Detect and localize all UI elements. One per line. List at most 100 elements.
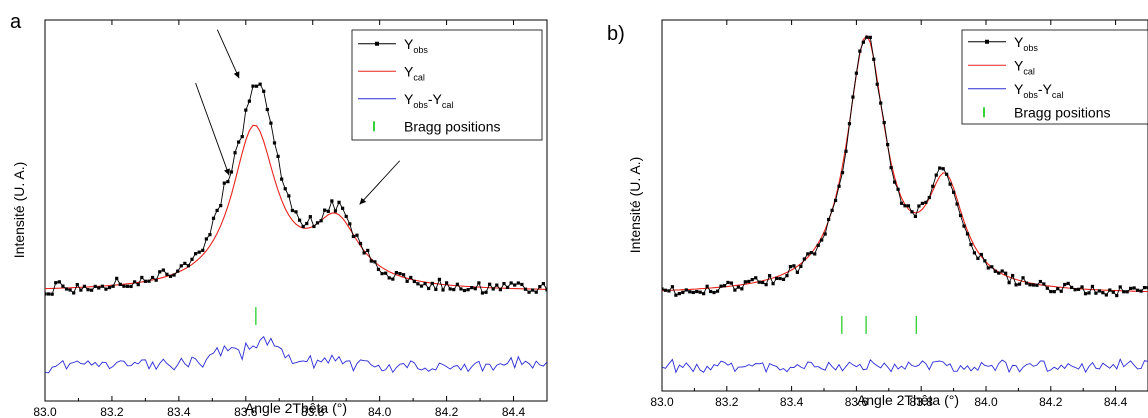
observed-point	[733, 288, 737, 292]
observed-point	[305, 221, 309, 226]
observed-point	[502, 281, 506, 286]
observed-point	[509, 281, 513, 285]
observed-point	[262, 89, 266, 93]
observed-point	[373, 260, 377, 264]
observed-point	[958, 213, 963, 218]
observed-point	[358, 241, 363, 246]
observed-point	[401, 273, 406, 277]
observed-point	[72, 291, 76, 295]
observed-point	[93, 284, 97, 288]
observed-point	[244, 108, 248, 112]
observed-point	[1097, 289, 1101, 293]
observed-point	[1042, 282, 1046, 286]
observed-point	[534, 290, 538, 294]
observed-point	[858, 49, 862, 53]
observed-point	[82, 284, 87, 288]
observed-point	[430, 281, 434, 286]
observed-point	[86, 288, 90, 292]
observed-point	[100, 284, 104, 288]
legend-entry-label: Ycal	[404, 63, 425, 82]
plot-frame	[661, 19, 1148, 392]
observed-point	[351, 234, 355, 239]
observed-point	[222, 181, 226, 185]
observed-point	[722, 284, 727, 288]
observed-point	[913, 214, 918, 219]
observed-point	[362, 251, 366, 255]
observed-point	[1004, 271, 1008, 275]
panel-b: b) 83.0 83.2 83.4 83.6 83.8 84.0 84.2 84.4 Angle …	[607, 19, 1148, 409]
observed-point	[297, 218, 302, 222]
observed-point	[68, 288, 72, 292]
observed-point	[150, 275, 155, 280]
observed-point	[865, 35, 869, 39]
plot-area	[45, 82, 547, 374]
observed-point	[948, 182, 952, 186]
observed-point	[122, 284, 126, 288]
observed-point	[136, 283, 140, 287]
observed-point	[90, 288, 94, 292]
observed-point	[927, 195, 931, 200]
observed-point	[287, 194, 291, 198]
observed-point	[768, 274, 772, 278]
x-tick-label: 83.8	[910, 395, 934, 409]
observed-point	[743, 280, 747, 284]
observed-point	[840, 171, 845, 175]
observed-point	[879, 101, 883, 105]
observed-point	[788, 265, 793, 269]
observed-point	[1087, 291, 1091, 295]
observed-point	[516, 281, 520, 285]
observed-point	[57, 280, 61, 284]
observed-point	[1000, 269, 1004, 273]
panel-label: b)	[607, 23, 625, 45]
observed-point	[1038, 279, 1042, 284]
legend: Yobs Ycal Yobs-Ycal Bragg positions	[961, 29, 1148, 125]
observed-point	[847, 122, 852, 126]
observed-point	[990, 265, 994, 269]
observed-point	[434, 287, 438, 292]
observed-point	[186, 264, 191, 268]
annotation-arrow	[216, 29, 240, 79]
observed-point	[677, 292, 681, 296]
observed-point	[229, 170, 234, 174]
observed-point	[54, 281, 58, 285]
observed-point	[254, 84, 259, 88]
observed-point	[319, 219, 323, 223]
observed-point	[441, 288, 445, 292]
observed-point	[674, 293, 678, 297]
observed-point	[830, 208, 834, 212]
observed-point	[1028, 283, 1032, 287]
observed-point	[290, 208, 295, 213]
observed-point	[861, 40, 865, 44]
plot-frame	[44, 19, 548, 402]
observed-point	[785, 274, 789, 278]
observed-point	[1073, 288, 1077, 292]
observed-point	[129, 284, 133, 289]
observed-point	[1125, 290, 1129, 294]
observed-point	[201, 248, 205, 252]
observed-point	[924, 200, 928, 205]
observed-point	[761, 280, 765, 285]
observed-point	[158, 270, 162, 274]
observed-point	[387, 276, 391, 280]
legend-entry-label: Yobs	[1014, 34, 1038, 53]
observed-point	[979, 252, 983, 257]
observed-point	[459, 287, 463, 291]
observed-point	[398, 271, 402, 276]
observed-point	[484, 290, 488, 294]
observed-point	[427, 286, 431, 291]
observed-point	[740, 287, 744, 291]
observed-point	[1094, 291, 1098, 295]
observed-point	[945, 172, 949, 176]
observed-point	[952, 190, 956, 194]
observed-point	[1135, 288, 1140, 292]
observed-point	[872, 57, 876, 61]
panel-label: a	[10, 11, 22, 33]
observed-point	[875, 82, 879, 86]
x-tick-label: 83.0	[650, 395, 674, 409]
observed-point	[409, 275, 413, 280]
observed-point	[934, 173, 938, 177]
observed-point	[736, 285, 740, 289]
annotation-arrow	[359, 160, 401, 205]
observed-point	[272, 141, 277, 145]
